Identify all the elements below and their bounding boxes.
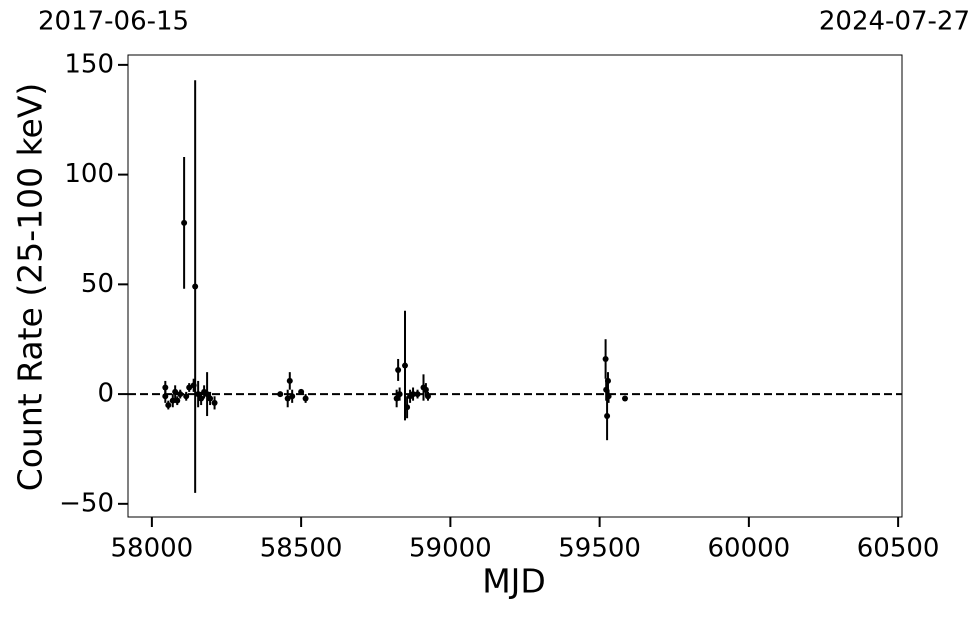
data-point <box>195 391 202 398</box>
data-point <box>162 393 169 400</box>
x-tick-label: 59500 <box>558 534 641 564</box>
y-tick-label: 0 <box>97 379 114 409</box>
start-date: 2017-06-15 <box>38 7 189 37</box>
data-point <box>165 402 172 409</box>
data-point <box>404 404 411 411</box>
data-point <box>410 391 417 398</box>
data-point <box>414 391 421 398</box>
data-point <box>198 395 205 402</box>
data-point <box>181 219 188 226</box>
y-tick-label: 150 <box>64 49 114 79</box>
data-point <box>422 386 429 393</box>
data-point <box>602 355 609 362</box>
data-point <box>211 399 218 406</box>
x-tick-label: 60000 <box>708 534 791 564</box>
data-point <box>395 366 402 373</box>
data-point <box>186 384 193 391</box>
data-point <box>302 395 309 402</box>
x-tick-label: 58500 <box>260 534 343 564</box>
data-point <box>604 413 611 420</box>
data-point <box>424 393 431 400</box>
y-axis-label: Count Rate (25-100 keV) <box>11 83 50 492</box>
data-point <box>177 391 184 398</box>
end-date: 2024-07-27 <box>819 7 970 37</box>
x-tick-label: 60500 <box>857 534 940 564</box>
data-point <box>298 388 305 395</box>
x-axis-label: MJD <box>482 562 546 601</box>
data-point <box>183 393 190 400</box>
data-point <box>605 393 612 400</box>
data-point <box>192 283 199 290</box>
data-point <box>393 395 400 402</box>
data-point <box>172 388 179 395</box>
x-tick-label: 58000 <box>111 534 194 564</box>
data-point <box>289 393 296 400</box>
data-point <box>621 395 628 402</box>
data-point <box>277 391 284 398</box>
x-tick-label: 59000 <box>409 534 492 564</box>
y-tick-label: 50 <box>81 269 114 299</box>
data-point <box>604 377 611 384</box>
data-point <box>396 391 403 398</box>
data-point <box>402 362 409 369</box>
y-tick-label: 100 <box>64 159 114 189</box>
plot-frame <box>127 54 903 518</box>
data-point <box>207 395 214 402</box>
y-tick-label: −50 <box>59 488 114 518</box>
data-point <box>286 377 293 384</box>
data-point <box>169 397 176 404</box>
data-point <box>204 391 211 398</box>
data-point <box>174 397 181 404</box>
data-point <box>284 395 291 402</box>
data-point <box>162 384 169 391</box>
